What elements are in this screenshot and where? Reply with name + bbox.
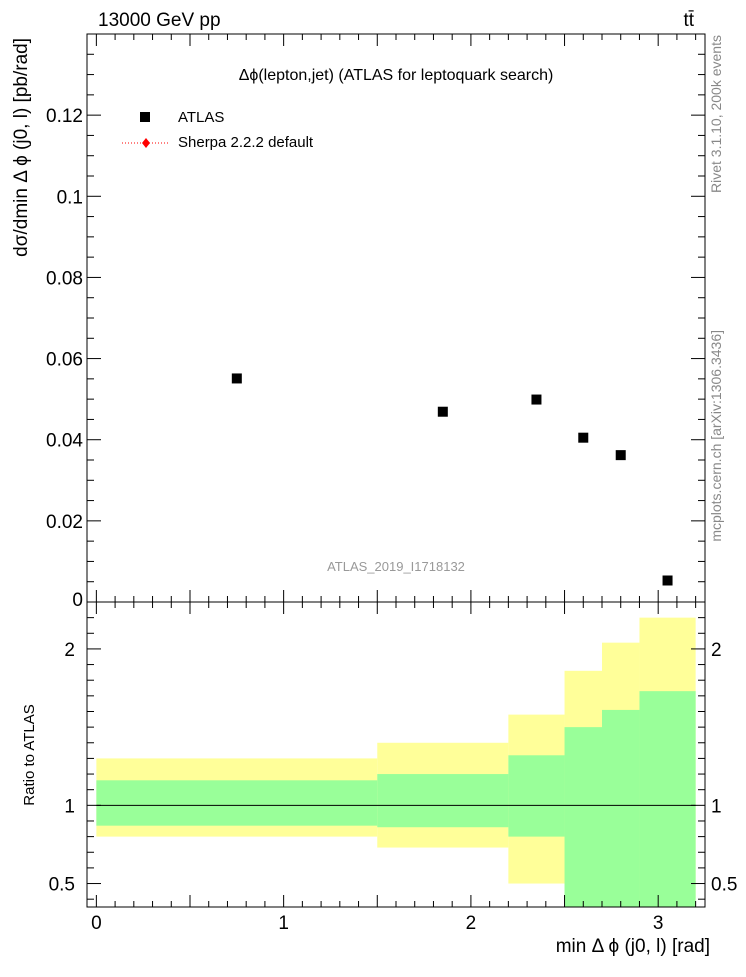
main-y-tick-label: 0.1 xyxy=(57,187,83,208)
legend-marker-sherpa xyxy=(142,138,150,148)
ratio-panel: 0 1 2 3 0.5 0.5 1 1 2 2 Ratio to ATLAS min Δ ϕ (j… xyxy=(21,601,737,957)
ratio-y-tick-label: 1 xyxy=(64,796,75,817)
legend-label-atlas: ATLAS xyxy=(178,109,224,126)
main-y-tick-label: 0.06 xyxy=(46,350,83,371)
green-uncertainty-band xyxy=(639,691,696,907)
analysis-watermark: ATLAS_2019_I1718132 xyxy=(327,559,465,574)
main-y-tick-label: 0.08 xyxy=(46,268,83,289)
atlas-data-point xyxy=(231,373,242,384)
main-panel: 0.02 0.04 0.06 0.08 0.1 0.12 0 Δϕ(lepton,jet) … xyxy=(11,33,706,611)
ratio-y-tick-label-right: 0.5 xyxy=(711,875,737,896)
green-uncertainty-band xyxy=(602,709,640,907)
main-y-axis-label: dσ/dmin Δ ϕ (j0, l) [pb/rad] xyxy=(11,38,32,257)
atlas-data-point xyxy=(437,406,448,417)
ratio-y-tick-label: 0.5 xyxy=(49,875,75,896)
ratio-y-tick-label: 2 xyxy=(64,640,75,661)
atlas-data-point xyxy=(531,394,542,405)
green-uncertainty-band xyxy=(508,755,565,837)
main-title: Δϕ(lepton,jet) (ATLAS for leptoquark sea… xyxy=(239,67,554,84)
legend: ATLAS Sherpa 2.2.2 default xyxy=(122,109,314,151)
x-tick-label: 3 xyxy=(653,913,664,934)
energy-label: 13000 GeV pp xyxy=(98,10,221,31)
ratio-y-tick-label-right: 2 xyxy=(711,640,722,661)
x-tick-label: 0 xyxy=(91,913,102,934)
ratio-y-tick-label-right: 1 xyxy=(711,796,722,817)
green-uncertainty-band xyxy=(564,727,602,907)
x-tick-label: 2 xyxy=(466,913,477,934)
main-axis-ticks: 0.02 0.04 0.06 0.08 0.1 0.12 0 xyxy=(46,33,705,611)
main-y-tick-label: 0.04 xyxy=(46,431,83,452)
x-tick-label: 1 xyxy=(278,913,289,934)
main-y-tick-label: 0.12 xyxy=(46,106,83,127)
atlas-data-point xyxy=(662,575,673,586)
uncertainty-bands xyxy=(96,617,696,907)
ratio-axis-ticks: 0 1 2 3 0.5 0.5 1 1 2 2 xyxy=(49,602,737,934)
mcplots-label: mcplots.cern.ch [arXiv:1306.3436] xyxy=(708,330,724,542)
ratio-y-axis-label: Ratio to ATLAS xyxy=(21,704,38,805)
main-y-tick-label: 0.02 xyxy=(46,512,83,533)
atlas-data-point xyxy=(615,450,626,461)
process-label: tt̄ xyxy=(683,10,694,31)
green-uncertainty-band xyxy=(377,774,509,828)
rivet-label: Rivet 3.1.10, 200k events xyxy=(708,35,724,193)
x-axis-label: min Δ ϕ (j0, l) [rad] xyxy=(556,936,710,957)
main-y-tick-label: 0 xyxy=(72,590,83,611)
legend-marker-atlas xyxy=(140,112,150,122)
data-points xyxy=(231,373,673,586)
atlas-data-point xyxy=(578,432,589,443)
legend-label-sherpa: Sherpa 2.2.2 default xyxy=(178,134,314,151)
green-uncertainty-band xyxy=(96,780,378,826)
